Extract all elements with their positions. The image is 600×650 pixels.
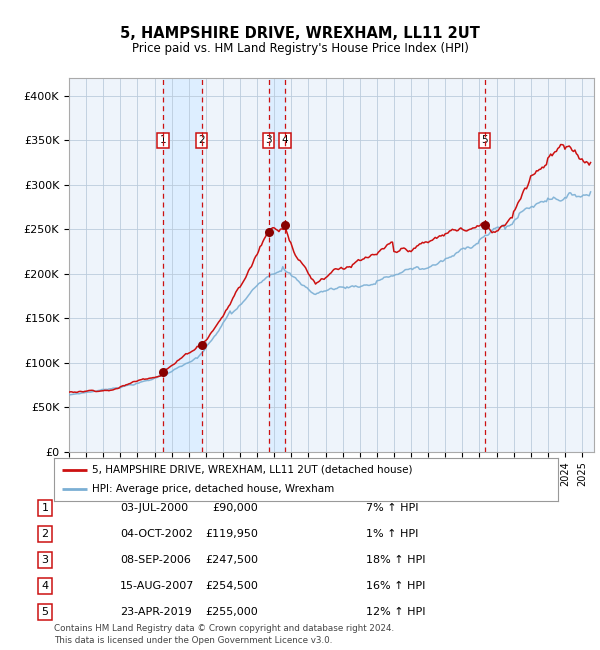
Text: 23-APR-2019: 23-APR-2019: [120, 607, 192, 618]
Text: Price paid vs. HM Land Registry's House Price Index (HPI): Price paid vs. HM Land Registry's House …: [131, 42, 469, 55]
Text: 3: 3: [265, 135, 272, 146]
Text: 15-AUG-2007: 15-AUG-2007: [120, 581, 194, 592]
Text: £254,500: £254,500: [205, 581, 258, 592]
Text: £90,000: £90,000: [212, 503, 258, 514]
Text: HPI: Average price, detached house, Wrexham: HPI: Average price, detached house, Wrex…: [92, 484, 334, 494]
Text: £247,500: £247,500: [205, 555, 258, 566]
Bar: [163, 78, 202, 452]
Text: 2: 2: [198, 135, 205, 146]
Text: 7% ↑ HPI: 7% ↑ HPI: [366, 503, 419, 514]
Text: 1: 1: [160, 135, 166, 146]
Text: 3: 3: [41, 555, 49, 566]
Text: £255,000: £255,000: [205, 607, 258, 618]
Text: 4: 4: [281, 135, 288, 146]
Text: 03-JUL-2000: 03-JUL-2000: [120, 503, 188, 514]
Text: 5: 5: [481, 135, 488, 146]
Text: Contains HM Land Registry data © Crown copyright and database right 2024.
This d: Contains HM Land Registry data © Crown c…: [54, 624, 394, 645]
Text: 2: 2: [41, 529, 49, 539]
Text: 1: 1: [41, 503, 49, 514]
Text: 1% ↑ HPI: 1% ↑ HPI: [366, 529, 418, 539]
Text: £119,950: £119,950: [205, 529, 258, 539]
Bar: [269, 78, 285, 452]
Text: 04-OCT-2002: 04-OCT-2002: [120, 529, 193, 539]
Text: 08-SEP-2006: 08-SEP-2006: [120, 555, 191, 566]
Text: 5, HAMPSHIRE DRIVE, WREXHAM, LL11 2UT: 5, HAMPSHIRE DRIVE, WREXHAM, LL11 2UT: [120, 26, 480, 41]
Text: 16% ↑ HPI: 16% ↑ HPI: [366, 581, 425, 592]
Text: 4: 4: [41, 581, 49, 592]
Text: 12% ↑ HPI: 12% ↑ HPI: [366, 607, 425, 618]
Text: 5: 5: [41, 607, 49, 618]
Text: 5, HAMPSHIRE DRIVE, WREXHAM, LL11 2UT (detached house): 5, HAMPSHIRE DRIVE, WREXHAM, LL11 2UT (d…: [92, 465, 412, 474]
Text: 18% ↑ HPI: 18% ↑ HPI: [366, 555, 425, 566]
